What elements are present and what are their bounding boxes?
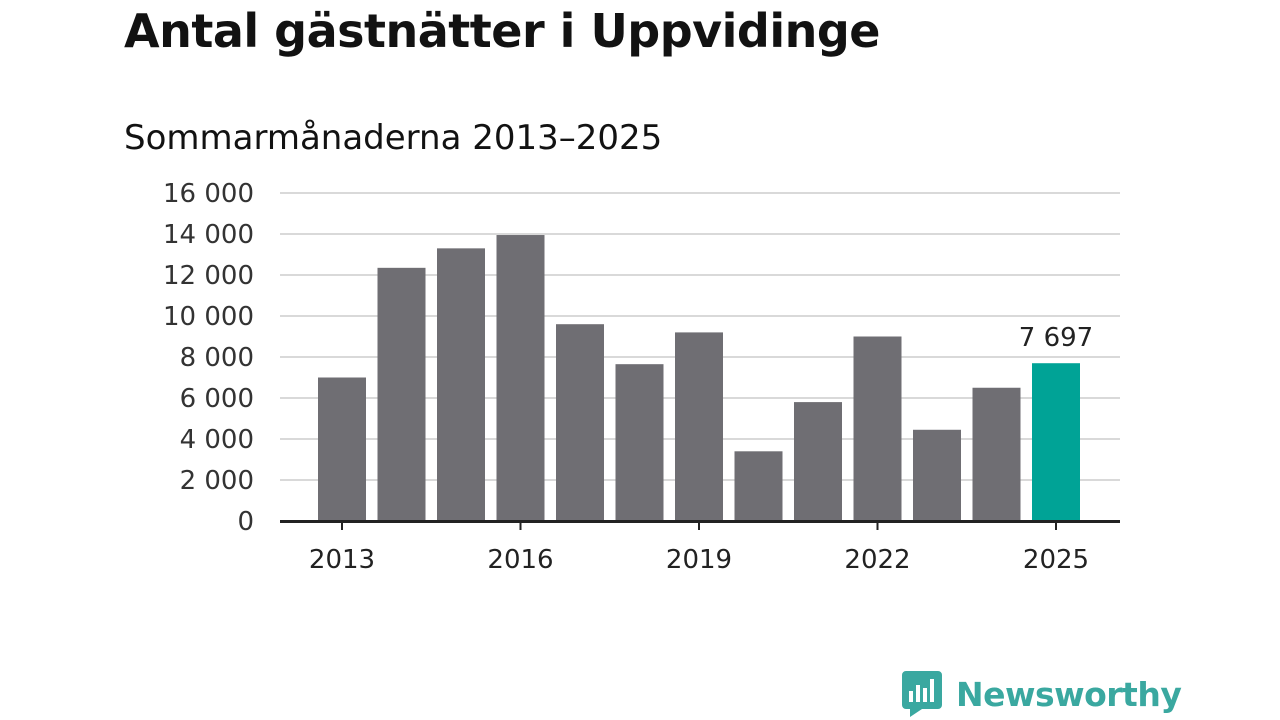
x-axis-ticks: 2013 2016 2019 2022 2025 [309,521,1089,575]
bar-2022 [853,336,902,521]
x-tick-label: 2025 [1023,545,1089,575]
bar-2017 [556,324,604,521]
bar-2024 [972,387,1021,521]
bar-2015 [437,248,485,521]
y-tick-label: 16 000 [163,179,254,209]
bar-2023 [913,429,961,521]
bar-2016 [496,235,545,521]
bar-2021 [794,402,842,521]
bar-2013 [318,377,366,521]
x-tick-label: 2019 [666,545,732,575]
newsworthy-logo: Newsworthy [902,670,1182,718]
y-tick-label: 2 000 [180,466,254,496]
x-tick-label: 2022 [844,545,910,575]
chart-title: Antal gästnätter i Uppvidinge [124,4,880,58]
data-labels: 7 697 [1019,323,1093,353]
bar-2019 [675,332,723,521]
chart-subtitle: Sommarmånaderna 2013–2025 [124,118,663,158]
y-tick-label: 12 000 [163,261,254,291]
newsworthy-logo-icon [902,671,942,717]
newsworthy-logo-text: Newsworthy [956,674,1182,714]
y-tick-label: 4 000 [180,425,254,455]
y-tick-label: 0 [237,507,254,537]
bar-2018 [615,364,664,521]
x-tick-label: 2013 [309,545,375,575]
y-tick-label: 14 000 [163,220,254,250]
y-tick-label: 10 000 [163,302,254,332]
bar-2025 [1032,363,1080,521]
x-tick-label: 2016 [487,545,553,575]
y-tick-label: 6 000 [180,384,254,414]
y-axis-ticks: 0 2 000 4 000 6 000 8 000 10 000 12 000 14 000 1… [163,179,254,537]
y-tick-label: 8 000 [180,343,254,373]
bar-2020 [734,451,783,521]
data-label-2025: 7 697 [1019,323,1093,353]
bar-2014 [377,267,426,521]
bars [318,235,1080,521]
